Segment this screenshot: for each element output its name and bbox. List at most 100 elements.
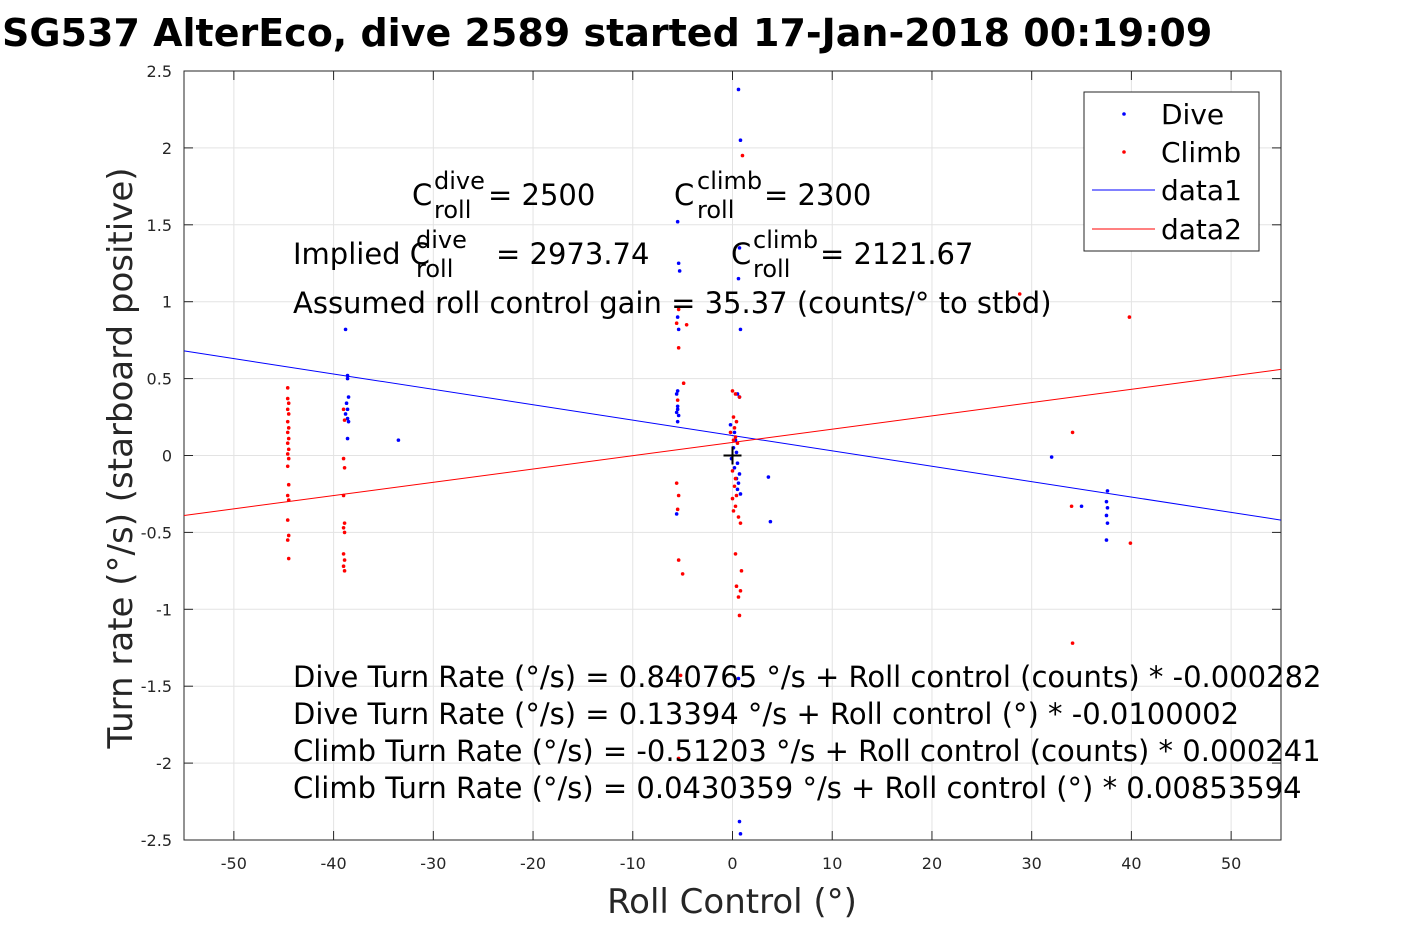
annotation-c-climb: C climb roll = 2300 (674, 167, 871, 224)
climb-point (733, 476, 738, 481)
climb-point (1070, 641, 1075, 645)
dive-point (345, 373, 350, 378)
climb-point (342, 558, 347, 562)
x-tick-label: 0 (727, 854, 737, 873)
fit-line-text-3: Climb Turn Rate (°/s) = -0.51203 °/s + R… (293, 734, 1321, 768)
x-tick-label: -10 (620, 854, 646, 873)
svg-text:roll: roll (416, 255, 453, 283)
climb-point (675, 507, 680, 512)
dive-point (675, 404, 680, 409)
climb-point (676, 756, 681, 761)
annotation-gain: Assumed roll control gain = 35.37 (count… (293, 286, 1052, 320)
dive-point (1104, 538, 1109, 542)
dive-point (676, 413, 681, 418)
climb-point (341, 456, 346, 461)
climb-point (341, 552, 346, 556)
svg-text:roll: roll (697, 196, 734, 224)
legend-climb-label: Climb (1161, 136, 1241, 169)
legend-box (1083, 91, 1260, 252)
y-tick-label: 0.5 (147, 370, 172, 389)
x-tick-label: -30 (420, 854, 446, 873)
fit-lines (184, 350, 1281, 521)
climb-point (1069, 504, 1074, 509)
dive-point (676, 327, 681, 332)
climb-point (341, 407, 346, 412)
dive-point (732, 466, 737, 470)
svg-text:climb: climb (753, 226, 818, 254)
climb-point (286, 447, 291, 452)
x-tick-label: 20 (922, 854, 942, 873)
dive-point (734, 450, 739, 455)
dive-point (344, 401, 349, 406)
climb-point (738, 589, 743, 593)
climb-point (676, 558, 681, 562)
climb-point (286, 412, 291, 416)
data1-fit-line (184, 350, 1281, 521)
svg-text:C: C (731, 237, 751, 271)
climb-point (285, 464, 290, 469)
x-tick-label: -50 (221, 854, 247, 873)
legend-climb-marker (1122, 150, 1126, 154)
climb-point (1128, 541, 1133, 545)
dive-point (738, 327, 743, 332)
y-tick-label: -1 (156, 600, 172, 619)
climb-point (674, 481, 679, 485)
climb-point (675, 398, 680, 402)
svg-text:Implied C: Implied C (293, 237, 430, 271)
dive-point (675, 219, 680, 224)
data-points (285, 87, 1133, 836)
climb-point (285, 452, 290, 456)
climb-point (1017, 292, 1022, 296)
climb-point (731, 509, 736, 513)
svg-text:dive: dive (434, 167, 485, 195)
climb-point (285, 493, 290, 498)
dive-point (738, 832, 743, 836)
climb-point (674, 321, 679, 326)
x-tick-label: 30 (1022, 854, 1042, 873)
svg-text:climb: climb (697, 167, 762, 195)
climb-point (731, 438, 736, 442)
climb-point (681, 381, 686, 386)
climb-point (737, 613, 742, 618)
y-tick-label: -2 (156, 754, 172, 773)
annotation-implied-dive: Implied C dive roll = 2973.74 (293, 226, 649, 283)
climb-point (285, 407, 290, 412)
climb-point (733, 552, 738, 556)
climb-point (342, 418, 347, 422)
x-tick-label: -20 (520, 854, 546, 873)
dive-point (736, 276, 741, 281)
climb-point (734, 493, 739, 498)
fit-line-text-4: Climb Turn Rate (°/s) = 0.0430359 °/s + … (293, 771, 1302, 805)
climb-point (1127, 315, 1132, 319)
climb-point (680, 572, 685, 576)
climb-point (734, 419, 739, 424)
climb-point (285, 386, 290, 390)
dive-point (766, 475, 771, 479)
climb-point (342, 466, 347, 470)
dive-point (343, 327, 348, 332)
dive-point (1079, 504, 1084, 509)
climb-point (342, 530, 347, 535)
dive-point (768, 519, 773, 524)
climb-point (730, 496, 735, 501)
dive-point (675, 389, 680, 393)
y-tick-label: -1.5 (141, 677, 172, 696)
dive-point (737, 819, 742, 824)
dive-point (737, 246, 742, 250)
dive-point (738, 492, 743, 496)
x-axis-ticks: -50 -40 -30 -20 -10 0 10 20 30 40 50 (221, 71, 1241, 873)
climb-point (731, 415, 736, 419)
climb-point (286, 556, 291, 561)
legend: Dive Climb data1 data2 (1083, 91, 1260, 252)
climb-point (732, 426, 737, 430)
dive-point (736, 87, 741, 92)
dive-point (1104, 499, 1109, 504)
svg-text:= 2300: = 2300 (764, 178, 871, 212)
dive-point (736, 676, 741, 681)
annotation-implied-climb: C climb roll = 2121.67 (731, 226, 973, 283)
y-tick-label: 2 (162, 139, 172, 158)
climb-point (736, 515, 741, 519)
dive-point (1105, 521, 1110, 525)
legend-dive-label: Dive (1161, 98, 1224, 131)
